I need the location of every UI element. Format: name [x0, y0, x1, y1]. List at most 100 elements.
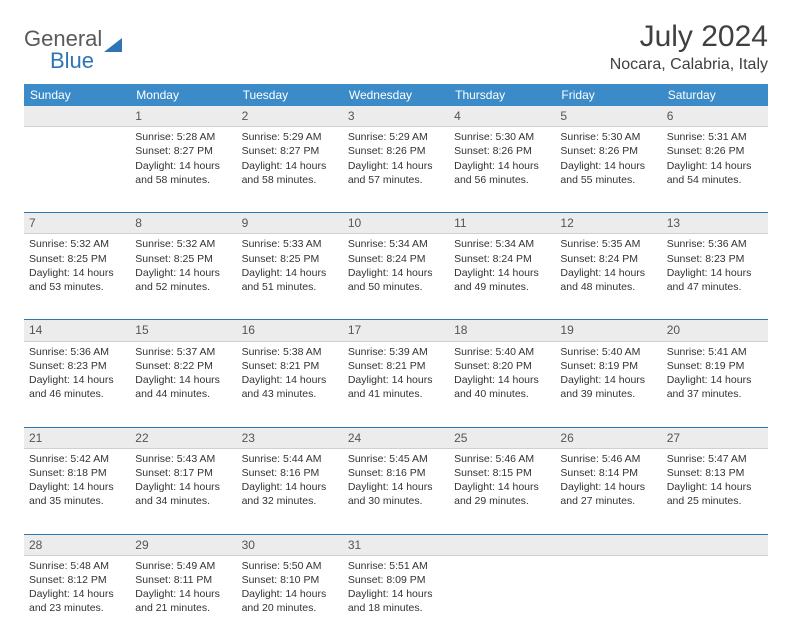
- day-cell: Sunrise: 5:42 AMSunset: 8:18 PMDaylight:…: [24, 448, 130, 534]
- weekday-header: Wednesday: [343, 84, 449, 106]
- daylight-line: Daylight: 14 hours and 21 minutes.: [135, 587, 231, 615]
- daylight-line: Daylight: 14 hours and 57 minutes.: [348, 159, 444, 187]
- sunset-line: Sunset: 8:19 PM: [667, 359, 763, 373]
- sunrise-line: Sunrise: 5:37 AM: [135, 345, 231, 359]
- day-cell: Sunrise: 5:49 AMSunset: 8:11 PMDaylight:…: [130, 555, 236, 641]
- sunrise-line: Sunrise: 5:40 AM: [454, 345, 550, 359]
- day-number-row: 123456: [24, 106, 768, 127]
- sunrise-line: Sunrise: 5:32 AM: [29, 237, 125, 251]
- day-number: 1: [130, 106, 236, 127]
- day-cell: Sunrise: 5:34 AMSunset: 8:24 PMDaylight:…: [343, 234, 449, 320]
- sunset-line: Sunset: 8:16 PM: [242, 466, 338, 480]
- daylight-line: Daylight: 14 hours and 30 minutes.: [348, 480, 444, 508]
- day-cell: [449, 555, 555, 641]
- day-number: 30: [237, 535, 343, 556]
- daylight-line: Daylight: 14 hours and 20 minutes.: [242, 587, 338, 615]
- day-number-row: 21222324252627: [24, 428, 768, 449]
- sunrise-line: Sunrise: 5:36 AM: [667, 237, 763, 251]
- day-cell: Sunrise: 5:40 AMSunset: 8:20 PMDaylight:…: [449, 341, 555, 427]
- day-number: 6: [662, 106, 768, 127]
- day-cell: Sunrise: 5:45 AMSunset: 8:16 PMDaylight:…: [343, 448, 449, 534]
- day-number: 24: [343, 428, 449, 449]
- weekday-header: Saturday: [662, 84, 768, 106]
- day-number: 26: [555, 428, 661, 449]
- day-cell: Sunrise: 5:31 AMSunset: 8:26 PMDaylight:…: [662, 127, 768, 213]
- day-number: 28: [24, 535, 130, 556]
- title-block: July 2024 Nocara, Calabria, Italy: [610, 20, 768, 74]
- sunrise-line: Sunrise: 5:43 AM: [135, 452, 231, 466]
- sunset-line: Sunset: 8:26 PM: [348, 144, 444, 158]
- weekday-header: Monday: [130, 84, 236, 106]
- sunrise-line: Sunrise: 5:33 AM: [242, 237, 338, 251]
- day-cell: [555, 555, 661, 641]
- sunrise-line: Sunrise: 5:51 AM: [348, 559, 444, 573]
- day-cell: Sunrise: 5:30 AMSunset: 8:26 PMDaylight:…: [555, 127, 661, 213]
- day-number: [555, 535, 661, 556]
- calendar-table: Sunday Monday Tuesday Wednesday Thursday…: [24, 84, 768, 641]
- sunrise-line: Sunrise: 5:47 AM: [667, 452, 763, 466]
- day-number: 3: [343, 106, 449, 127]
- brand-triangle-icon: [104, 38, 122, 52]
- daylight-line: Daylight: 14 hours and 56 minutes.: [454, 159, 550, 187]
- sunrise-line: Sunrise: 5:35 AM: [560, 237, 656, 251]
- day-cell: Sunrise: 5:33 AMSunset: 8:25 PMDaylight:…: [237, 234, 343, 320]
- sunset-line: Sunset: 8:20 PM: [454, 359, 550, 373]
- sunrise-line: Sunrise: 5:32 AM: [135, 237, 231, 251]
- day-cell: Sunrise: 5:40 AMSunset: 8:19 PMDaylight:…: [555, 341, 661, 427]
- day-number: 2: [237, 106, 343, 127]
- day-number: 19: [555, 320, 661, 341]
- day-content-row: Sunrise: 5:28 AMSunset: 8:27 PMDaylight:…: [24, 127, 768, 213]
- day-number: [662, 535, 768, 556]
- day-number: 9: [237, 213, 343, 234]
- day-content-row: Sunrise: 5:32 AMSunset: 8:25 PMDaylight:…: [24, 234, 768, 320]
- daylight-line: Daylight: 14 hours and 58 minutes.: [242, 159, 338, 187]
- day-number: 17: [343, 320, 449, 341]
- daylight-line: Daylight: 14 hours and 18 minutes.: [348, 587, 444, 615]
- sunrise-line: Sunrise: 5:30 AM: [560, 130, 656, 144]
- sunrise-line: Sunrise: 5:46 AM: [454, 452, 550, 466]
- day-number: [449, 535, 555, 556]
- day-number: 20: [662, 320, 768, 341]
- sunrise-line: Sunrise: 5:34 AM: [348, 237, 444, 251]
- sunrise-line: Sunrise: 5:40 AM: [560, 345, 656, 359]
- day-number-row: 28293031: [24, 535, 768, 556]
- sunset-line: Sunset: 8:23 PM: [667, 252, 763, 266]
- day-cell: Sunrise: 5:29 AMSunset: 8:27 PMDaylight:…: [237, 127, 343, 213]
- sunset-line: Sunset: 8:26 PM: [454, 144, 550, 158]
- sunset-line: Sunset: 8:16 PM: [348, 466, 444, 480]
- day-cell: [662, 555, 768, 641]
- sunrise-line: Sunrise: 5:45 AM: [348, 452, 444, 466]
- day-number: 25: [449, 428, 555, 449]
- day-cell: Sunrise: 5:39 AMSunset: 8:21 PMDaylight:…: [343, 341, 449, 427]
- daylight-line: Daylight: 14 hours and 41 minutes.: [348, 373, 444, 401]
- sunset-line: Sunset: 8:26 PM: [667, 144, 763, 158]
- daylight-line: Daylight: 14 hours and 44 minutes.: [135, 373, 231, 401]
- day-content-row: Sunrise: 5:36 AMSunset: 8:23 PMDaylight:…: [24, 341, 768, 427]
- sunset-line: Sunset: 8:12 PM: [29, 573, 125, 587]
- daylight-line: Daylight: 14 hours and 55 minutes.: [560, 159, 656, 187]
- sunset-line: Sunset: 8:19 PM: [560, 359, 656, 373]
- sunset-line: Sunset: 8:21 PM: [348, 359, 444, 373]
- daylight-line: Daylight: 14 hours and 48 minutes.: [560, 266, 656, 294]
- day-cell: Sunrise: 5:36 AMSunset: 8:23 PMDaylight:…: [24, 341, 130, 427]
- sunset-line: Sunset: 8:14 PM: [560, 466, 656, 480]
- day-cell: Sunrise: 5:47 AMSunset: 8:13 PMDaylight:…: [662, 448, 768, 534]
- daylight-line: Daylight: 14 hours and 52 minutes.: [135, 266, 231, 294]
- sunset-line: Sunset: 8:21 PM: [242, 359, 338, 373]
- daylight-line: Daylight: 14 hours and 43 minutes.: [242, 373, 338, 401]
- day-number: 22: [130, 428, 236, 449]
- weekday-header: Sunday: [24, 84, 130, 106]
- day-number: 21: [24, 428, 130, 449]
- daylight-line: Daylight: 14 hours and 23 minutes.: [29, 587, 125, 615]
- sunset-line: Sunset: 8:27 PM: [242, 144, 338, 158]
- location-label: Nocara, Calabria, Italy: [610, 56, 768, 74]
- day-cell: Sunrise: 5:38 AMSunset: 8:21 PMDaylight:…: [237, 341, 343, 427]
- day-cell: Sunrise: 5:46 AMSunset: 8:15 PMDaylight:…: [449, 448, 555, 534]
- daylight-line: Daylight: 14 hours and 51 minutes.: [242, 266, 338, 294]
- sunrise-line: Sunrise: 5:34 AM: [454, 237, 550, 251]
- sunrise-line: Sunrise: 5:44 AM: [242, 452, 338, 466]
- day-cell: Sunrise: 5:41 AMSunset: 8:19 PMDaylight:…: [662, 341, 768, 427]
- day-cell: Sunrise: 5:32 AMSunset: 8:25 PMDaylight:…: [24, 234, 130, 320]
- daylight-line: Daylight: 14 hours and 27 minutes.: [560, 480, 656, 508]
- sunrise-line: Sunrise: 5:28 AM: [135, 130, 231, 144]
